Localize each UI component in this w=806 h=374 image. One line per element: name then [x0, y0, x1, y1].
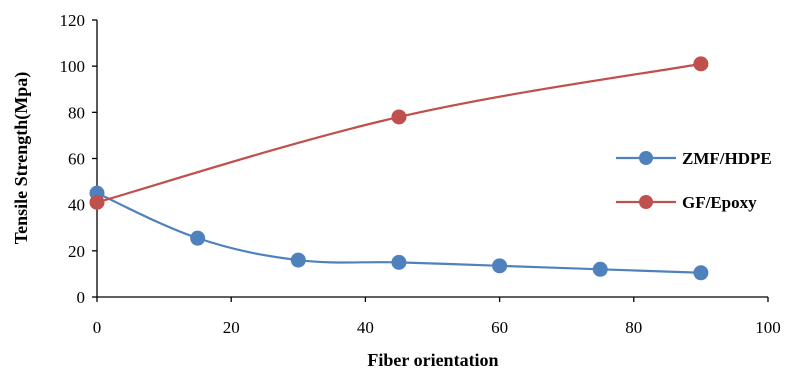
- legend-label: GF/Epoxy: [682, 193, 757, 212]
- y-tick-label: 60: [68, 150, 85, 169]
- y-tick-label: 120: [60, 11, 86, 30]
- y-tick-label: 0: [77, 288, 86, 307]
- data-point: [592, 261, 608, 277]
- legend-label: ZMF/HDPE: [682, 149, 772, 168]
- data-point: [492, 258, 508, 274]
- data-point: [391, 109, 407, 125]
- x-axis-ticks: 0 20 40 60 80 100: [93, 297, 781, 337]
- series-gf-epoxy: [89, 56, 709, 210]
- legend-swatch-marker: [639, 195, 653, 209]
- legend-item: ZMF/HDPE: [616, 149, 772, 168]
- y-tick-label: 80: [68, 103, 85, 122]
- data-point: [693, 56, 709, 72]
- x-tick-label: 80: [625, 318, 642, 337]
- x-tick-label: 20: [223, 318, 240, 337]
- series-layer: [89, 56, 709, 281]
- y-tick-label: 40: [68, 196, 85, 215]
- series-line: [96, 62, 702, 204]
- data-point: [190, 230, 206, 246]
- x-tick-label: 60: [491, 318, 508, 337]
- legend-swatch-marker: [639, 151, 653, 165]
- data-point: [290, 252, 306, 268]
- y-tick-label: 20: [68, 242, 85, 261]
- legend: ZMF/HDPE GF/Epoxy: [616, 149, 772, 212]
- y-axis-title: Tensile Strength(Mpa): [11, 72, 32, 245]
- data-point: [693, 265, 709, 281]
- x-tick-label: 100: [755, 318, 781, 337]
- y-axis-ticks: 0 20 40 60 80 100 120: [60, 11, 97, 307]
- legend-item: GF/Epoxy: [616, 193, 757, 212]
- data-point: [89, 194, 105, 210]
- data-point: [391, 254, 407, 270]
- x-axis-title: Fiber orientation: [367, 350, 498, 370]
- x-tick-label: 0: [93, 318, 102, 337]
- x-tick-label: 40: [357, 318, 374, 337]
- y-tick-label: 100: [60, 57, 86, 76]
- series-zmf-hdpe: [89, 185, 709, 281]
